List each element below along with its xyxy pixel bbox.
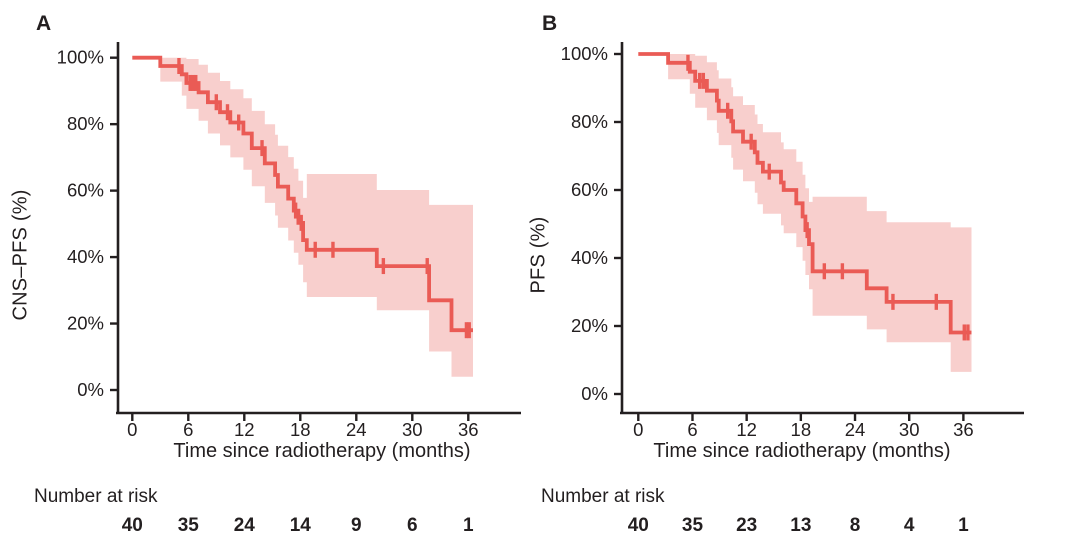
risk-count: 1: [463, 515, 474, 536]
risk-count: 1: [958, 515, 969, 536]
y-tick-label: 20%: [571, 315, 608, 336]
risk-count: 4: [904, 515, 915, 536]
panel-a-x-axis-title: Time since radiotherapy (months): [173, 440, 471, 462]
x-tick-label: 0: [633, 419, 643, 440]
panel-b-letter: B: [542, 12, 558, 35]
x-tick-label: 30: [402, 419, 423, 440]
x-tick-label: 36: [458, 419, 479, 440]
risk-count: 40: [122, 515, 143, 536]
panel-b-x-axis-title: Time since radiotherapy (months): [653, 440, 951, 462]
y-tick-label: 100%: [57, 47, 104, 68]
risk-count: 24: [234, 515, 256, 536]
risk-count: 23: [736, 515, 757, 536]
y-tick-label: 60%: [571, 179, 608, 200]
x-tick-label: 18: [791, 419, 812, 440]
y-tick-label: 60%: [67, 180, 104, 201]
x-tick-label: 12: [234, 419, 255, 440]
y-tick-label: 40%: [67, 246, 104, 267]
x-tick-label: 24: [845, 419, 866, 440]
panel-b-number-at-risk-header: Number at risk: [541, 486, 665, 507]
risk-count: 35: [178, 515, 200, 536]
x-tick-label: 12: [736, 419, 757, 440]
x-tick-label: 6: [687, 419, 697, 440]
y-tick-label: 100%: [561, 43, 608, 64]
x-tick-label: 36: [953, 419, 974, 440]
y-tick-label: 0%: [581, 383, 608, 404]
panel-a-number-at-risk-header: Number at risk: [34, 486, 158, 507]
risk-count: 6: [407, 515, 418, 536]
risk-count: 14: [290, 515, 312, 536]
y-tick-label: 40%: [571, 247, 608, 268]
y-tick-label: 20%: [67, 313, 104, 334]
risk-count: 9: [351, 515, 362, 536]
x-tick-label: 0: [127, 419, 137, 440]
km-step-curve: [638, 52, 972, 335]
risk-count: 40: [628, 515, 649, 536]
y-tick-label: 80%: [571, 111, 608, 132]
x-tick-label: 30: [899, 419, 920, 440]
x-tick-label: 24: [346, 419, 367, 440]
panel-a-letter: A: [36, 12, 52, 35]
risk-count: 8: [850, 515, 861, 536]
y-tick-label: 80%: [67, 113, 104, 134]
y-tick-label: 0%: [77, 379, 104, 400]
risk-count: 13: [790, 515, 811, 536]
risk-count: 35: [682, 515, 704, 536]
x-tick-label: 18: [290, 419, 311, 440]
confidence-band: [638, 54, 972, 372]
x-tick-label: 6: [183, 419, 193, 440]
